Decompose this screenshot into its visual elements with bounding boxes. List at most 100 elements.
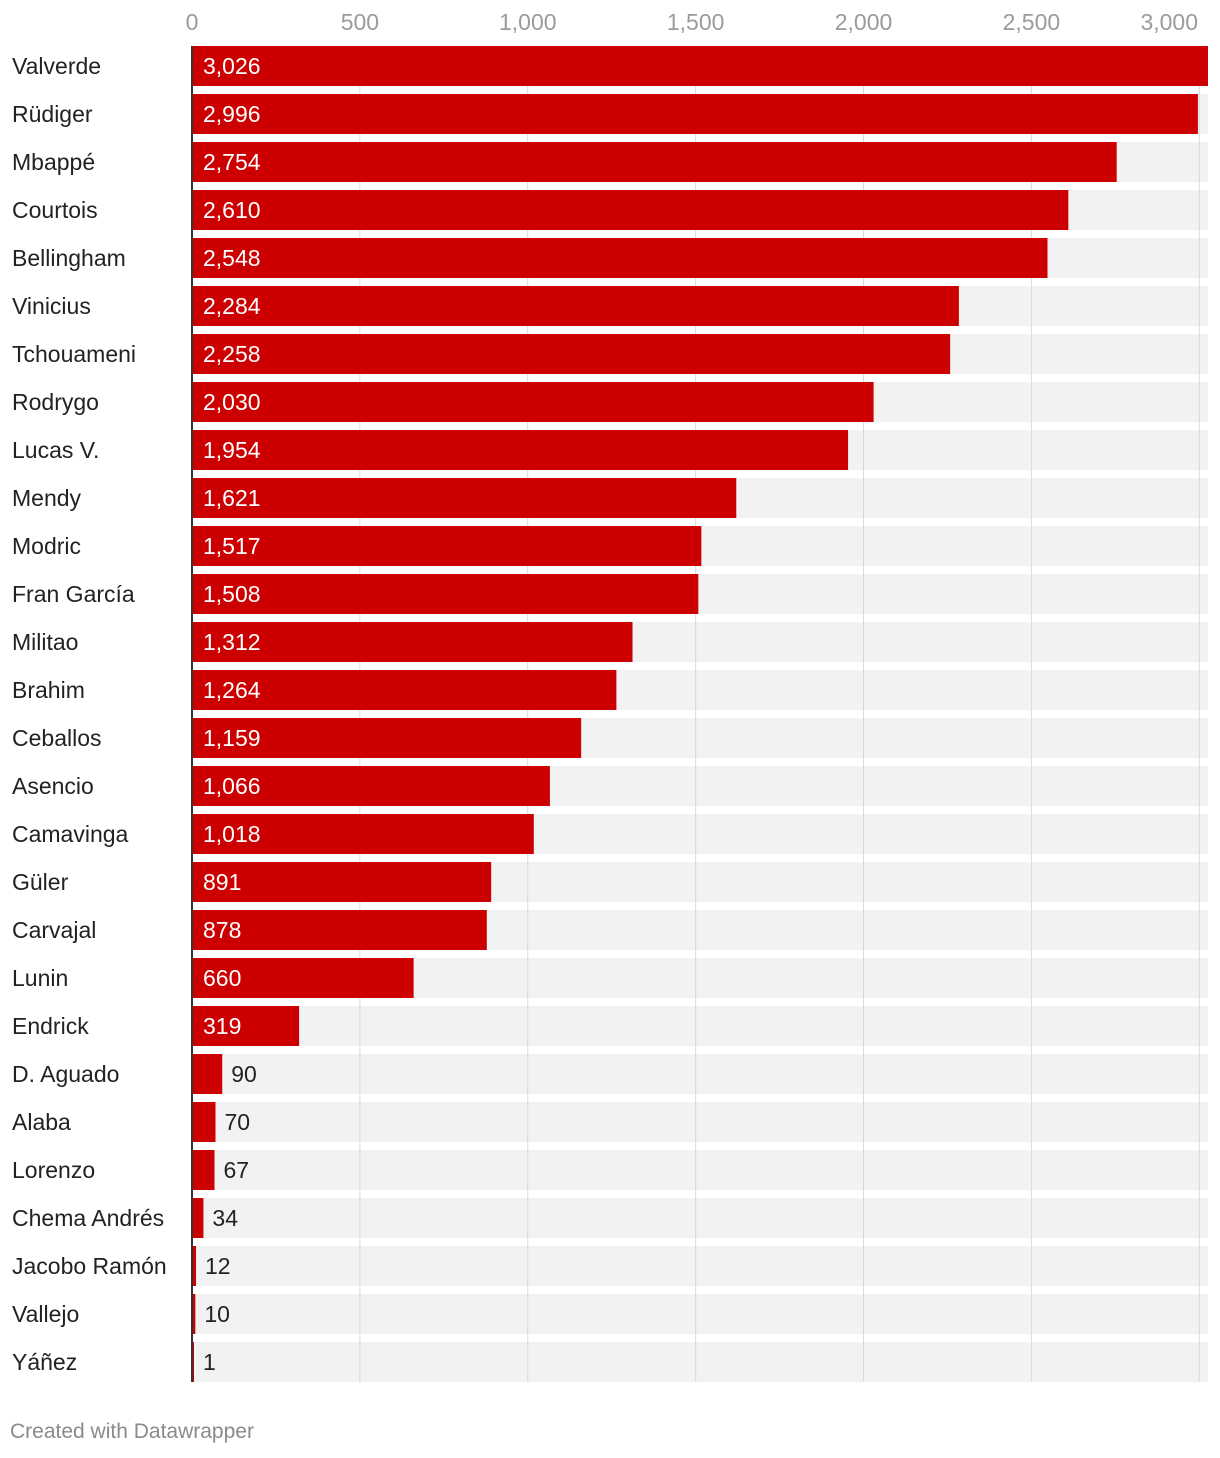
value-label: 878: [203, 917, 241, 943]
value-label: 12: [205, 1253, 231, 1279]
bar-track: [192, 1294, 1208, 1334]
bar-track: [192, 1246, 1208, 1286]
bar-track: [192, 1150, 1208, 1190]
bar: [192, 1006, 300, 1046]
bar: [192, 814, 534, 854]
category-label: Rodrygo: [12, 389, 99, 415]
bar-track: [192, 1342, 1208, 1382]
value-label: 1,954: [203, 437, 261, 463]
value-label: 10: [204, 1301, 230, 1327]
category-label: Chema Andrés: [12, 1205, 164, 1231]
category-label: Jacobo Ramón: [12, 1253, 167, 1279]
category-label: Alaba: [12, 1109, 71, 1135]
bar: [192, 862, 492, 902]
bar: [192, 718, 582, 758]
bar: [192, 430, 849, 470]
category-label: Fran García: [12, 581, 135, 607]
category-label: Carvajal: [12, 917, 96, 943]
x-tick-label: 2,500: [1003, 9, 1061, 35]
x-tick-label: 1,500: [667, 9, 725, 35]
bar: [192, 334, 951, 374]
value-label: 891: [203, 869, 241, 895]
category-label: Camavinga: [12, 821, 129, 847]
bar: [192, 478, 737, 518]
value-label: 1,312: [203, 629, 261, 655]
category-label: Bellingham: [12, 245, 126, 271]
bar-track: [192, 1198, 1208, 1238]
bar: [192, 670, 617, 710]
category-label: Lucas V.: [12, 437, 99, 463]
x-tick-label: 1,000: [499, 9, 557, 35]
value-label: 2,610: [203, 197, 261, 223]
chart-svg: 0 500 1,000 1,500 2,000 2,500 3,000 Valverde 3,0…: [12, 9, 1208, 1382]
category-label: Brahim: [12, 677, 85, 703]
category-label: Güler: [12, 869, 69, 895]
bar: [192, 1246, 197, 1286]
category-label: Yáñez: [12, 1349, 77, 1375]
value-label: 2,548: [203, 245, 261, 271]
category-label: Endrick: [12, 1013, 89, 1039]
bar: [192, 1294, 196, 1334]
category-label: Vinicius: [12, 293, 91, 319]
bar: [192, 190, 1069, 230]
bar: [192, 766, 550, 806]
value-label: 2,030: [203, 389, 261, 415]
category-label: Vallejo: [12, 1301, 79, 1327]
category-label: D. Aguado: [12, 1061, 119, 1087]
x-tick-label: 500: [341, 9, 379, 35]
value-label: 660: [203, 965, 241, 991]
category-label: Modric: [12, 533, 81, 559]
x-tick-label: 3,000: [1140, 9, 1198, 35]
value-label: 319: [203, 1013, 241, 1039]
bar-track: [192, 1054, 1208, 1094]
category-label: Lunin: [12, 965, 68, 991]
value-label: 1,621: [203, 485, 261, 511]
value-label: 1,066: [203, 773, 261, 799]
value-label: 34: [212, 1205, 238, 1231]
value-label: 1: [203, 1349, 216, 1375]
value-label: 1,264: [203, 677, 261, 703]
bar: [192, 1150, 215, 1190]
bar: [192, 286, 959, 326]
x-tick-label: 2,000: [835, 9, 893, 35]
value-label: 67: [223, 1157, 249, 1183]
bar: [192, 622, 633, 662]
bar: [192, 46, 1208, 86]
bar: [192, 958, 414, 998]
category-label: Ceballos: [12, 725, 102, 751]
x-tick-label: 0: [186, 9, 199, 35]
bar: [192, 142, 1117, 182]
value-label: 1,159: [203, 725, 261, 751]
datawrapper-credit[interactable]: Created with Datawrapper: [10, 1420, 254, 1443]
bar: [192, 910, 487, 950]
category-label: Lorenzo: [12, 1157, 95, 1183]
category-label: Courtois: [12, 197, 98, 223]
value-label: 1,508: [203, 581, 261, 607]
bar: [192, 94, 1198, 134]
value-label: 70: [225, 1109, 251, 1135]
category-label: Militao: [12, 629, 78, 655]
bar: [192, 574, 699, 614]
bar: [192, 1054, 223, 1094]
category-label: Tchouameni: [12, 341, 136, 367]
category-label: Valverde: [12, 53, 101, 79]
category-label: Rüdiger: [12, 101, 93, 127]
bar: [192, 1102, 216, 1142]
bar: [192, 382, 874, 422]
bar-chart: 0 500 1,000 1,500 2,000 2,500 3,000 Valverde 3,0…: [12, 9, 1208, 1382]
value-label: 3,026: [203, 53, 261, 79]
value-label: 2,754: [203, 149, 261, 175]
category-label: Mendy: [12, 485, 82, 511]
value-label: 2,284: [203, 293, 261, 319]
bar-track: [192, 1006, 1208, 1046]
bar: [192, 1198, 204, 1238]
value-label: 90: [231, 1061, 257, 1087]
bar: [192, 238, 1048, 278]
category-label: Mbappé: [12, 149, 95, 175]
category-label: Asencio: [12, 773, 94, 799]
value-label: 2,258: [203, 341, 261, 367]
value-label: 2,996: [203, 101, 261, 127]
bar: [192, 526, 702, 566]
bar-track: [192, 1102, 1208, 1142]
value-label: 1,517: [203, 533, 261, 559]
